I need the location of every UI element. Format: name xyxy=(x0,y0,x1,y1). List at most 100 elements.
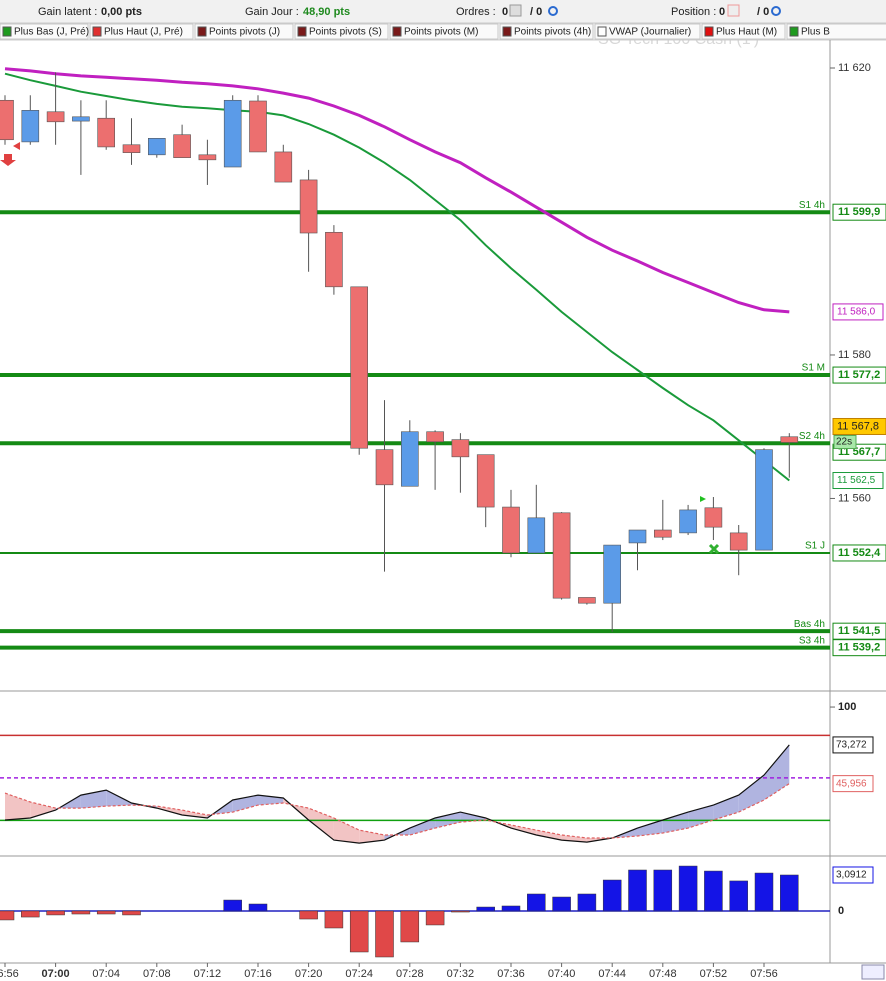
candle-body xyxy=(603,544,622,604)
histogram-bar xyxy=(248,903,268,912)
candle-body xyxy=(122,144,141,153)
pivot-label: 11 599,9 xyxy=(838,206,880,218)
timer: 22s xyxy=(836,437,852,448)
histogram-bar xyxy=(628,869,647,912)
candle-body xyxy=(780,436,799,443)
oscillator-fill xyxy=(662,812,689,834)
histogram-bar xyxy=(653,869,673,912)
legend-swatch xyxy=(92,26,102,37)
sell-arrow xyxy=(0,154,16,166)
candle-body xyxy=(578,597,596,604)
pivot-name: S1 4h xyxy=(799,200,825,211)
candle-body xyxy=(223,99,242,168)
ma-badge xyxy=(832,472,884,490)
legend-label: Points pivots (S) xyxy=(309,27,382,38)
icon[interactable] xyxy=(727,4,740,17)
exit-marker xyxy=(708,543,720,555)
label: Gain Jour : xyxy=(245,6,299,18)
legend-swatch xyxy=(789,26,799,37)
legend-label: Points pivots (M) xyxy=(404,27,478,38)
oscillator-label: 45,956 xyxy=(836,778,867,789)
histogram-bar xyxy=(552,896,571,912)
candle-body xyxy=(755,449,773,551)
candle-body xyxy=(46,111,65,123)
oscillator-fill xyxy=(333,818,360,844)
histogram-label: 3,0912 xyxy=(836,870,867,881)
x-tick-label: 07:04 xyxy=(92,968,120,980)
y-tick-label: 0 xyxy=(838,905,844,917)
oscillator-fill xyxy=(106,790,132,807)
histogram-bar xyxy=(780,874,799,912)
price-badge xyxy=(832,544,886,562)
candle-body xyxy=(679,509,697,534)
candle-body xyxy=(173,134,191,158)
candle-body xyxy=(72,116,90,122)
candle-body xyxy=(729,532,748,551)
histogram-bar xyxy=(704,870,723,912)
legend-swatch xyxy=(2,26,12,37)
histogram-bar xyxy=(577,893,597,912)
histogram-bar xyxy=(451,910,470,913)
pivot-label: 11 552,4 xyxy=(838,547,881,559)
plot: 11 620 11 580 11 560 S1 4h 11 599,9 S1 M 11 57… xyxy=(0,40,886,980)
candle-body xyxy=(21,110,40,143)
label: Position : xyxy=(671,6,716,18)
legend-swatch xyxy=(704,26,714,37)
x-tick-label: 06:56 xyxy=(0,968,19,980)
oscillator-label: 73,272 xyxy=(836,740,867,751)
legend-swatch xyxy=(297,26,307,37)
oscillator-fill xyxy=(460,812,486,823)
histogram-bar xyxy=(400,910,420,943)
x-tick-label: 07:40 xyxy=(548,968,576,980)
histogram-bar xyxy=(501,905,521,912)
histogram-bar xyxy=(324,910,344,929)
histogram-bar xyxy=(678,865,698,912)
x-tick-label: 07:52 xyxy=(700,968,728,980)
oscillator-fill xyxy=(409,818,436,836)
legend-label: Plus Bas (J, Pré) xyxy=(14,27,89,38)
candle-body xyxy=(325,231,343,288)
oscillator-fill xyxy=(637,819,663,837)
oscillator-fill xyxy=(30,801,56,819)
y-tick-label: 100 xyxy=(838,701,856,713)
legend-item xyxy=(701,23,786,40)
oscillator-fill xyxy=(511,824,537,836)
histogram-bar xyxy=(476,906,495,912)
pivot-name: Bas 4h xyxy=(794,619,825,630)
candle-body xyxy=(628,529,647,544)
legend-item xyxy=(389,23,499,40)
price-badge xyxy=(832,639,886,657)
value: 0,00 pts xyxy=(101,6,142,18)
histogram-bar xyxy=(754,872,774,912)
price-badge xyxy=(832,203,886,221)
histogram-bar xyxy=(21,910,40,918)
histogram-bar xyxy=(122,910,141,916)
histogram-bar xyxy=(602,879,622,912)
oscillator-fill xyxy=(713,795,739,820)
icon[interactable] xyxy=(509,4,522,17)
histogram-bar xyxy=(729,880,748,912)
ma-label: 11 586,0 xyxy=(837,307,876,318)
label: Ordres : xyxy=(456,6,496,18)
candle-body xyxy=(97,117,115,148)
value: 0 xyxy=(719,6,725,18)
legend-swatch xyxy=(392,26,402,37)
oscillator-badge xyxy=(832,775,874,793)
x-tick-label: 07:00 xyxy=(42,968,70,980)
scroll-button[interactable] xyxy=(861,964,885,980)
histogram-bar xyxy=(299,910,318,920)
settings-icon[interactable] xyxy=(771,6,781,16)
legend-label: Points pivots (4h) xyxy=(514,27,591,38)
x-tick-label: 07:32 xyxy=(447,968,475,980)
settings-icon[interactable] xyxy=(548,6,558,16)
current-price: 11 567,8 xyxy=(837,420,879,432)
legend-label: VWAP (Journalier) xyxy=(609,27,691,38)
marker xyxy=(13,142,20,150)
price-badge xyxy=(832,622,886,640)
candle-body xyxy=(299,179,318,234)
histogram-bar xyxy=(46,910,65,916)
x-tick-label: 07:44 xyxy=(598,968,626,980)
histogram-bar xyxy=(527,893,546,912)
value: 48,90 pts xyxy=(303,6,350,18)
legend-item xyxy=(194,23,294,40)
